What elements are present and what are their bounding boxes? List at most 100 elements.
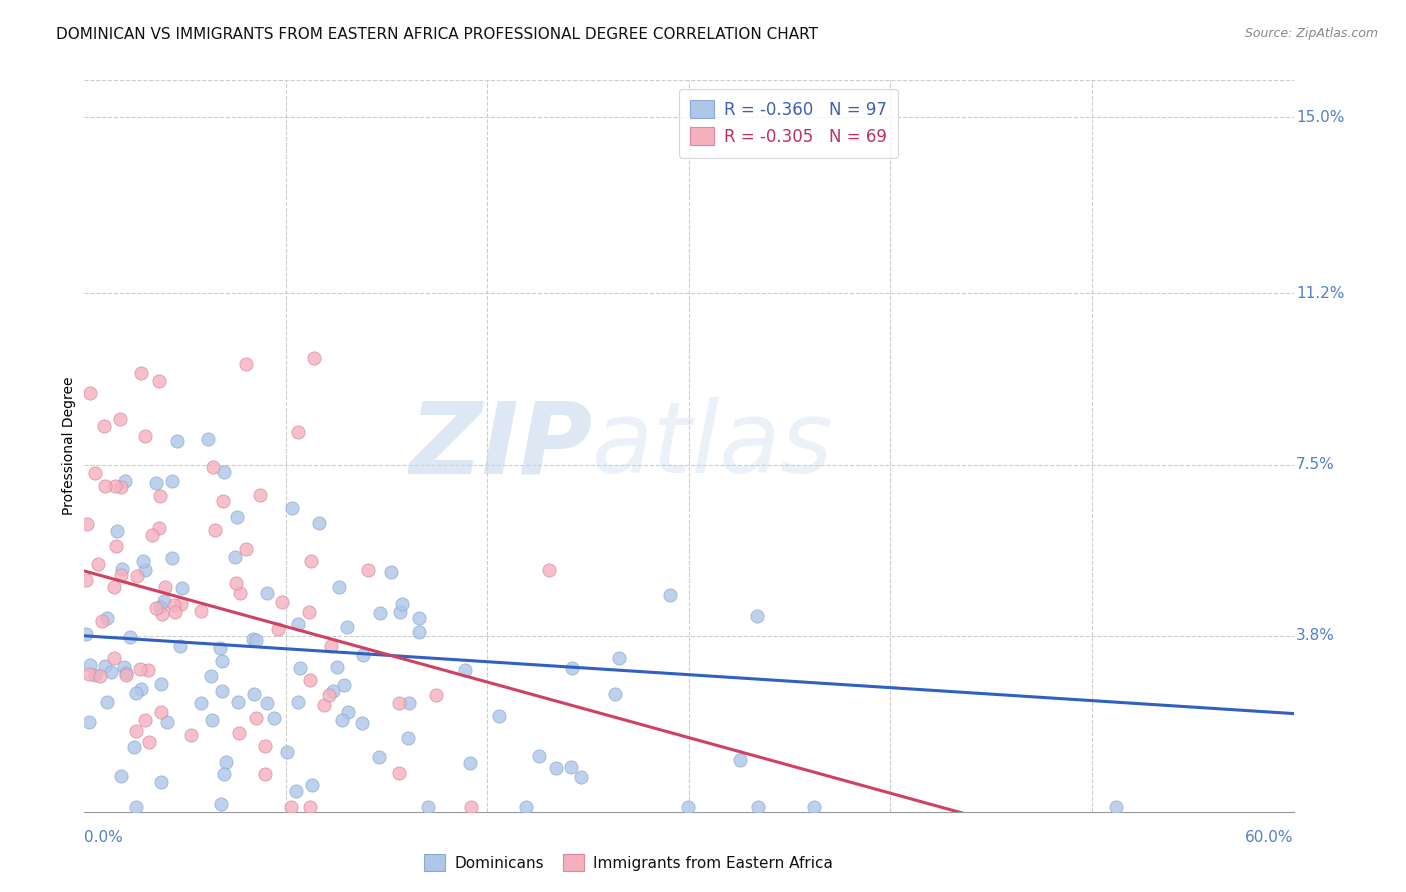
Point	[326, 660, 349, 674]
Text: 7.5%: 7.5%	[1296, 457, 1334, 472]
Point	[235, 357, 257, 371]
Point	[328, 580, 350, 594]
Point	[87, 557, 110, 571]
Point	[169, 639, 191, 653]
Point	[96, 610, 118, 624]
Point	[256, 696, 278, 710]
Point	[350, 715, 373, 730]
Point	[242, 632, 264, 646]
Text: atlas: atlas	[592, 398, 834, 494]
Point	[160, 551, 183, 566]
Point	[280, 800, 302, 814]
Point	[425, 688, 447, 702]
Point	[803, 800, 825, 814]
Legend: Dominicans, Immigrants from Eastern Africa: Dominicans, Immigrants from Eastern Afri…	[418, 848, 839, 877]
Point	[111, 562, 134, 576]
Point	[89, 669, 111, 683]
Point	[253, 739, 276, 753]
Point	[408, 611, 430, 625]
Point	[408, 624, 430, 639]
Point	[129, 366, 152, 380]
Point	[302, 351, 325, 365]
Point	[152, 607, 174, 621]
Point	[180, 728, 202, 742]
Point	[676, 800, 699, 814]
Point	[103, 650, 125, 665]
Point	[561, 661, 583, 675]
Point	[416, 800, 439, 814]
Point	[242, 687, 264, 701]
Point	[308, 516, 330, 531]
Point	[110, 567, 132, 582]
Point	[84, 668, 107, 682]
Point	[208, 641, 231, 656]
Point	[322, 683, 344, 698]
Point	[150, 706, 173, 720]
Point	[391, 597, 413, 611]
Point	[249, 488, 271, 502]
Point	[134, 713, 156, 727]
Point	[79, 386, 101, 401]
Point	[129, 682, 152, 697]
Point	[607, 650, 630, 665]
Point	[229, 585, 252, 599]
Point	[544, 761, 567, 775]
Point	[747, 608, 769, 623]
Point	[398, 696, 420, 710]
Point	[224, 549, 246, 564]
Point	[132, 554, 155, 568]
Point	[122, 739, 145, 754]
Point	[280, 500, 302, 515]
Point	[336, 620, 359, 634]
Point	[747, 800, 769, 814]
Point	[357, 563, 380, 577]
Point	[285, 784, 308, 798]
Point	[190, 604, 212, 618]
Point	[76, 516, 98, 531]
Point	[129, 662, 152, 676]
Point	[148, 374, 170, 388]
Point	[93, 658, 115, 673]
Point	[75, 626, 97, 640]
Point	[103, 580, 125, 594]
Point	[112, 660, 135, 674]
Point	[388, 696, 411, 710]
Point	[125, 568, 148, 582]
Point	[211, 684, 233, 698]
Point	[152, 594, 174, 608]
Point	[84, 467, 107, 481]
Point	[165, 605, 187, 619]
Point	[515, 800, 537, 814]
Text: Source: ZipAtlas.com: Source: ZipAtlas.com	[1244, 27, 1378, 40]
Point	[145, 475, 167, 490]
Point	[125, 800, 148, 814]
Point	[337, 705, 360, 719]
Point	[226, 510, 249, 524]
Point	[454, 663, 477, 677]
Point	[256, 586, 278, 600]
Point	[94, 479, 117, 493]
Point	[96, 695, 118, 709]
Point	[170, 581, 193, 595]
Point	[138, 734, 160, 748]
Point	[125, 723, 148, 738]
Text: 0.0%: 0.0%	[84, 830, 124, 845]
Point	[212, 466, 235, 480]
Point	[488, 709, 510, 723]
Point	[79, 658, 101, 673]
Point	[200, 714, 222, 728]
Point	[79, 714, 101, 729]
Point	[235, 542, 257, 557]
Point	[212, 766, 235, 780]
Point	[149, 599, 172, 614]
Point	[211, 493, 233, 508]
Point	[200, 668, 222, 682]
Point	[197, 432, 219, 446]
Point	[163, 598, 186, 612]
Point	[148, 521, 170, 535]
Point	[226, 695, 249, 709]
Point	[209, 797, 232, 811]
Point	[560, 759, 582, 773]
Point	[537, 563, 560, 577]
Point	[145, 601, 167, 615]
